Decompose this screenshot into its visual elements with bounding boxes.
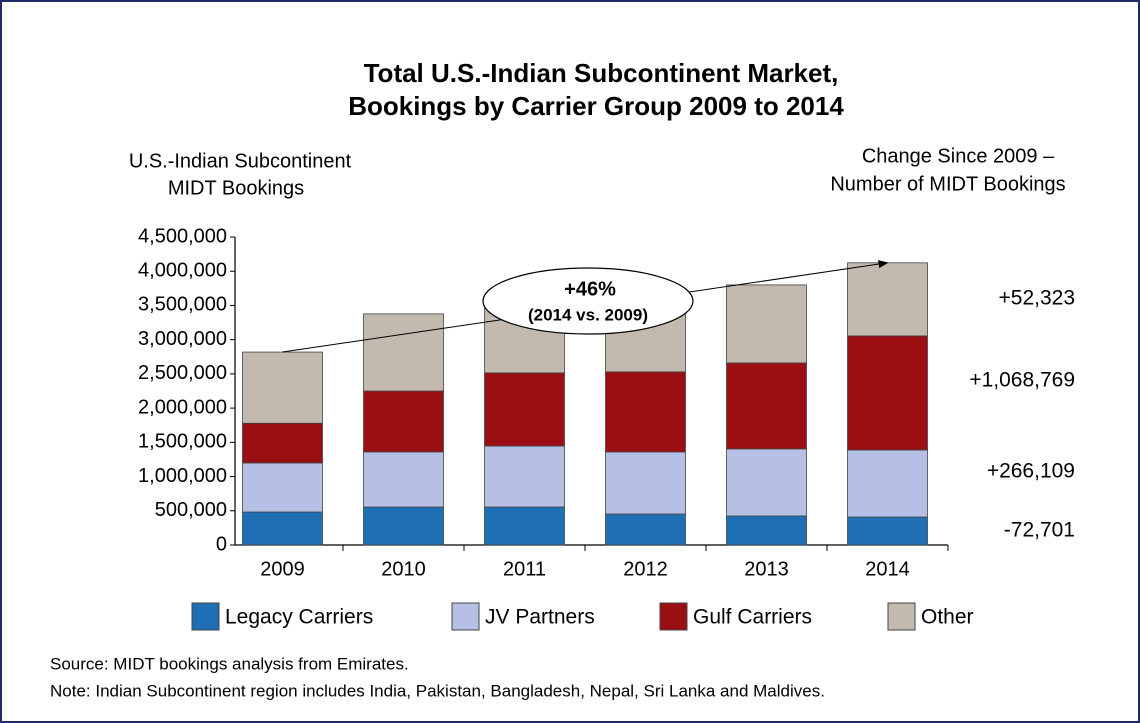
change-label: +52,323 xyxy=(999,287,1076,310)
bar-segment xyxy=(242,511,323,546)
y-tick-label: 3,000,000 xyxy=(138,328,227,350)
source-note: Note: Indian Subcontinent region include… xyxy=(50,681,825,700)
x-tick-label: 2009 xyxy=(260,558,305,580)
callout-text: (2014 vs. 2009) xyxy=(528,305,648,324)
right-label: Change Since 2009 – xyxy=(862,145,1055,167)
legend-label: JV Partners xyxy=(485,606,595,629)
bar-segment xyxy=(847,516,928,546)
bar-segment xyxy=(726,448,807,517)
change-label: -72,701 xyxy=(1004,519,1075,542)
legend-label: Other xyxy=(921,606,974,629)
x-tick-label: 2010 xyxy=(381,558,426,580)
legend-label: Gulf Carriers xyxy=(693,606,812,629)
bar-segment xyxy=(363,390,444,453)
change-label: +266,109 xyxy=(987,460,1075,483)
callout-ellipse xyxy=(482,267,694,335)
right-label: Number of MIDT Bookings xyxy=(830,173,1065,195)
bar-segment xyxy=(484,506,565,546)
x-tick-label: 2013 xyxy=(744,558,789,580)
x-tick-label: 2014 xyxy=(865,558,910,580)
legend-swatch xyxy=(659,602,688,631)
bar-segment xyxy=(242,351,323,424)
bar-segment xyxy=(847,335,928,451)
change-label: +1,068,769 xyxy=(969,369,1075,392)
bar-segment xyxy=(847,262,928,337)
bar-segment xyxy=(363,451,444,508)
y-tick-label: 3,500,000 xyxy=(138,294,227,316)
chart-title: Bookings by Carrier Group 2009 to 2014 xyxy=(348,91,844,121)
y-tick-label: 4,500,000 xyxy=(138,225,227,247)
y-tick-label: 2,500,000 xyxy=(138,362,227,384)
bar-segment xyxy=(847,449,928,518)
source-note: Source: MIDT bookings analysis from Emir… xyxy=(50,654,409,673)
bar-segment xyxy=(726,362,807,450)
bar-segment xyxy=(484,445,565,508)
bar-segment xyxy=(726,515,807,546)
y-tick-label: 500,000 xyxy=(155,499,227,521)
legend-swatch xyxy=(191,602,220,631)
chart-title: Total U.S.-Indian Subcontinent Market, xyxy=(364,58,839,88)
callout-text: +46% xyxy=(564,278,616,300)
x-tick-label: 2011 xyxy=(503,558,546,580)
y-tick-label: 4,000,000 xyxy=(138,260,227,282)
bar-segment xyxy=(242,422,323,464)
bar-segment xyxy=(484,372,565,447)
bar-segment xyxy=(605,513,686,546)
x-tick-label: 2012 xyxy=(623,558,668,580)
y-tick-label: 1,000,000 xyxy=(138,465,227,487)
legend-swatch xyxy=(451,602,480,631)
bar-segment xyxy=(605,451,686,515)
y-tick-label: 0 xyxy=(216,533,227,555)
bar-segment xyxy=(726,284,807,364)
legend-swatch xyxy=(887,602,916,631)
bar-segment xyxy=(242,462,323,513)
y-tick-label: 2,000,000 xyxy=(138,396,227,418)
bar-segment xyxy=(363,313,444,392)
y-axis-label: U.S.-Indian Subcontinent xyxy=(129,150,352,172)
y-axis-label: MIDT Bookings xyxy=(168,177,304,199)
legend-label: Legacy Carriers xyxy=(225,606,373,629)
bar-segment xyxy=(363,506,444,546)
y-tick-label: 1,500,000 xyxy=(138,431,227,453)
bar-segment xyxy=(605,371,686,453)
